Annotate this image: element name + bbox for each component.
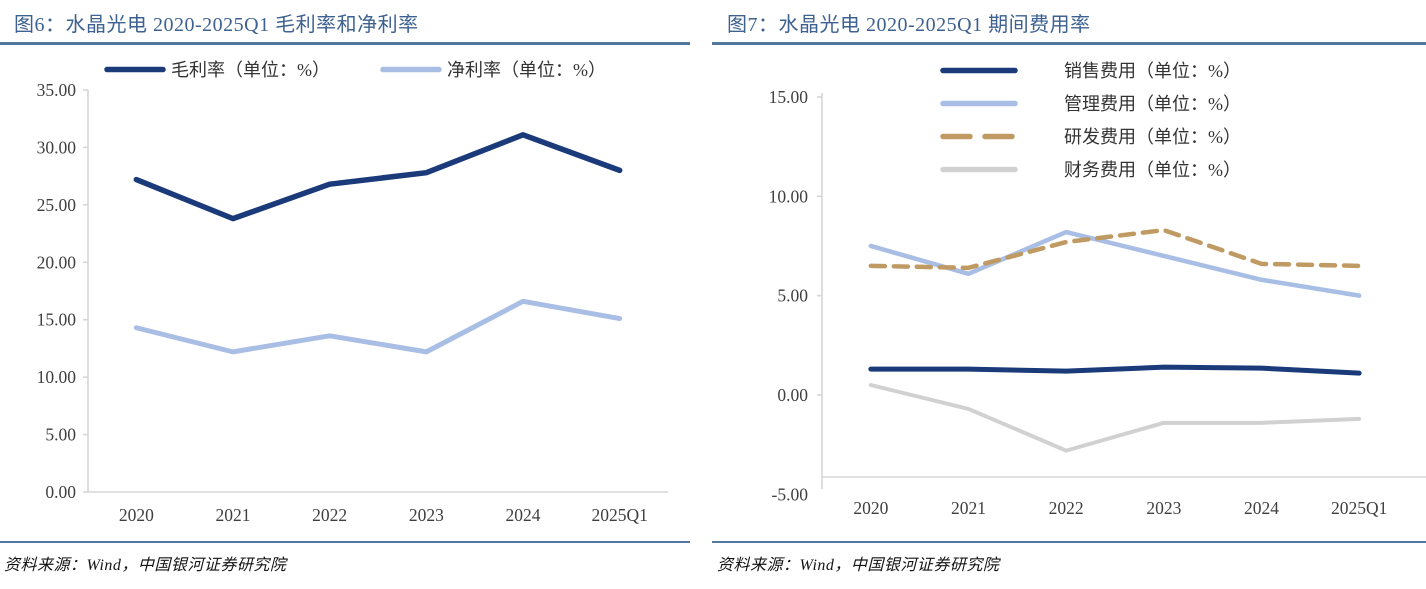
figure7-legend: 销售费用（单位：%） 管理费用（单位：%） 研发费用（单位：%） 财务费用（单位：%） — [940, 57, 1241, 182]
y-tick-label: 15.00 — [37, 310, 77, 330]
figure6-source: 资料来源：Wind，中国银河证券研究院 — [4, 557, 287, 574]
legend-line-swatch — [940, 100, 1018, 106]
y-tick-label: 20.00 — [37, 252, 77, 272]
legend-item: 研发费用（单位：%） — [940, 123, 1241, 149]
series-line-2 — [868, 227, 1362, 271]
y-tick-label: 5.00 — [45, 425, 76, 445]
legend-item: 净利率（单位：%） — [380, 56, 606, 82]
y-tick-label: 0.00 — [777, 385, 808, 405]
y-tick-label: 0.00 — [45, 482, 76, 502]
figure6-title-divider — [0, 42, 690, 45]
x-category-label: 2025Q1 — [1331, 498, 1387, 518]
figure7-source-divider — [712, 541, 1426, 543]
y-tick-label: 10.00 — [769, 186, 809, 206]
x-category-label: 2022 — [1049, 498, 1084, 518]
y-tick-label: 5.00 — [777, 286, 808, 306]
y-tick-label: 25.00 — [37, 195, 77, 215]
legend-line-swatch — [940, 67, 1018, 73]
series-line-0 — [868, 364, 1362, 376]
legend-label: 销售费用（单位：%） — [1064, 61, 1241, 81]
x-category-label: 2023 — [409, 505, 444, 525]
series-line-3 — [868, 383, 1362, 453]
legend-item: 管理费用（单位：%） — [940, 90, 1241, 116]
legend-line-swatch — [104, 66, 166, 72]
legend-line-swatch — [940, 133, 1018, 139]
x-category-label: 2020 — [119, 505, 154, 525]
y-tick-label: 30.00 — [37, 137, 77, 157]
figure6-source-divider — [0, 541, 690, 543]
legend-line-swatch — [940, 166, 1018, 172]
x-category-label: 2021 — [951, 498, 986, 518]
x-category-label: 2021 — [216, 505, 251, 525]
y-tick-label: 15.00 — [769, 87, 809, 107]
x-category-label: 2023 — [1146, 498, 1181, 518]
x-category-label: 2024 — [506, 505, 541, 525]
y-tick-label: 10.00 — [37, 367, 77, 387]
series-line-1 — [133, 298, 623, 355]
x-category-label: 2020 — [853, 498, 888, 518]
x-category-label: 2025Q1 — [591, 505, 647, 525]
figure7-source: 资料来源：Wind，中国银河证券研究院 — [717, 557, 1000, 574]
legend-item: 毛利率（单位：%） — [104, 56, 330, 82]
figure7-panel: 图7：水晶光电 2020-2025Q1 期间费用率 销售费用（单位：%） 管理费用… — [712, 0, 1426, 589]
legend-line-swatch — [380, 66, 442, 72]
figure6-panel: 图6：水晶光电 2020-2025Q1 毛利率和净利率 毛利率（单位：%） 净利率… — [0, 0, 690, 589]
legend-item: 财务费用（单位：%） — [940, 156, 1241, 182]
x-category-label: 2024 — [1244, 498, 1279, 518]
figure6-title: 图6：水晶光电 2020-2025Q1 毛利率和净利率 — [14, 14, 419, 36]
legend-label: 管理费用（单位：%） — [1064, 94, 1241, 114]
x-category-label: 2022 — [312, 505, 347, 525]
series-line-0 — [133, 132, 623, 222]
legend-item: 销售费用（单位：%） — [940, 57, 1241, 83]
y-tick-label: 35.00 — [37, 80, 77, 100]
figure7-chart-canvas: -5.00 0.00 5.00 10.00 15.00 2020 2021 2022 2023 2… — [769, 87, 1426, 518]
y-tick-label: -5.00 — [772, 484, 809, 504]
figure6-chart-canvas: 0.00 5.00 10.00 15.00 20.00 25.00 30.00 35.00 20… — [37, 80, 668, 525]
figure7-title-divider — [712, 42, 1426, 45]
figure6-legend: 毛利率（单位：%） 净利率（单位：%） — [50, 56, 660, 82]
legend-label: 净利率（单位：%） — [447, 60, 606, 80]
legend-label: 财务费用（单位：%） — [1064, 160, 1241, 180]
legend-label: 研发费用（单位：%） — [1064, 127, 1241, 147]
figure7-title: 图7：水晶光电 2020-2025Q1 期间费用率 — [727, 14, 1091, 36]
legend-label: 毛利率（单位：%） — [171, 60, 330, 80]
